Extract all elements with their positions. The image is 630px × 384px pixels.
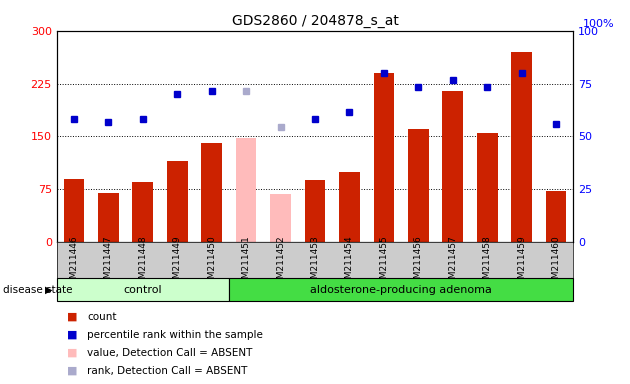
Y-axis label: 100%: 100% [583, 18, 615, 29]
Bar [477, 133, 498, 242]
Bar [64, 179, 84, 242]
Bar [167, 161, 188, 242]
Bar [132, 182, 153, 242]
Text: value, Detection Call = ABSENT: value, Detection Call = ABSENT [87, 348, 252, 358]
Bar [57, 278, 229, 301]
Text: disease state: disease state [3, 285, 72, 295]
Text: count: count [87, 312, 117, 322]
Bar [339, 172, 360, 242]
Bar [202, 143, 222, 242]
Text: percentile rank within the sample: percentile rank within the sample [87, 330, 263, 340]
Title: GDS2860 / 204878_s_at: GDS2860 / 204878_s_at [232, 14, 398, 28]
Bar [442, 91, 463, 242]
Bar [546, 191, 566, 242]
Text: rank, Detection Call = ABSENT: rank, Detection Call = ABSENT [87, 366, 248, 376]
Text: ■: ■ [67, 330, 77, 340]
Bar [512, 52, 532, 242]
Bar [270, 194, 291, 242]
Bar [98, 193, 118, 242]
Bar [236, 138, 256, 242]
Bar [305, 180, 325, 242]
Bar [408, 129, 428, 242]
Text: aldosterone-producing adenoma: aldosterone-producing adenoma [310, 285, 492, 295]
Text: ■: ■ [67, 312, 77, 322]
Text: ■: ■ [67, 366, 77, 376]
Text: ■: ■ [67, 348, 77, 358]
Text: control: control [123, 285, 162, 295]
Bar [374, 73, 394, 242]
Bar [229, 278, 573, 301]
Text: ▶: ▶ [45, 285, 52, 295]
